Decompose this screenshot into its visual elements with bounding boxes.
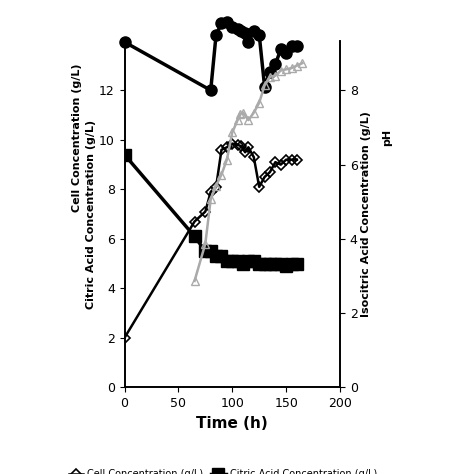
Citric Acid Concentration (g/L) [213,253,219,259]
Citric Acid Concentration (g/L) [219,253,224,259]
Y-axis label: Citric Acid Concentration (g/L): Citric Acid Concentration (g/L) [86,119,96,309]
Citric Acid Concentration (g/L) [208,248,214,254]
Cell Concentration (g/L) [256,184,262,190]
Citric Acid Concentration (g/L) [191,234,197,239]
Cell Concentration (g/L) [273,159,278,165]
Cell Concentration (g/L) [238,143,244,149]
Cell Concentration (g/L) [267,169,273,175]
Cell Concentration (g/L) [278,162,283,167]
Cell Concentration (g/L) [294,157,300,163]
Citric Acid Concentration (g/L) [283,263,289,269]
Citric Acid Concentration (g/L) [256,261,262,266]
Citric Acid Concentration (g/L) [251,258,256,264]
Cell Concentration (g/L) [246,145,251,150]
Cell Concentration (g/L) [191,219,197,224]
Cell Concentration (g/L) [213,184,219,190]
X-axis label: Time (h): Time (h) [196,416,268,430]
Cell Concentration (g/L) [202,209,208,214]
Cell Concentration (g/L) [219,147,224,153]
Cell Concentration (g/L) [289,157,294,163]
Cell Concentration (g/L) [262,174,267,180]
Citric Acid Concentration (g/L) [229,258,235,264]
Line: Citric Acid Concentration (g/L): Citric Acid Concentration (g/L) [119,149,302,272]
Legend: Cell Concentration (g/L), Citric Acid Concentration (g/L): Cell Concentration (g/L), Citric Acid Co… [65,465,381,474]
Text: Cell Concentration (g/L): Cell Concentration (g/L) [72,64,82,212]
Citric Acid Concentration (g/L) [278,261,283,266]
Line: Cell Concentration (g/L): Cell Concentration (g/L) [121,140,301,341]
Citric Acid Concentration (g/L) [262,261,267,266]
Citric Acid Concentration (g/L) [240,261,246,266]
Cell Concentration (g/L) [242,149,248,155]
Citric Acid Concentration (g/L) [294,261,300,266]
Citric Acid Concentration (g/L) [122,152,128,157]
Citric Acid Concentration (g/L) [246,258,251,264]
Cell Concentration (g/L) [235,142,240,148]
Y-axis label: Isocitric Acid Concentration (g/L): Isocitric Acid Concentration (g/L) [361,111,371,317]
Citric Acid Concentration (g/L) [202,248,208,254]
Citric Acid Concentration (g/L) [224,258,230,264]
Citric Acid Concentration (g/L) [267,261,273,266]
Citric Acid Concentration (g/L) [235,258,240,264]
Cell Concentration (g/L) [122,335,128,341]
Cell Concentration (g/L) [251,155,256,160]
Cell Concentration (g/L) [224,145,230,150]
Cell Concentration (g/L) [283,157,289,163]
Citric Acid Concentration (g/L) [273,261,278,266]
Citric Acid Concentration (g/L) [289,261,294,266]
Cell Concentration (g/L) [229,141,235,146]
Text: pH: pH [383,129,392,146]
Cell Concentration (g/L) [208,189,214,195]
